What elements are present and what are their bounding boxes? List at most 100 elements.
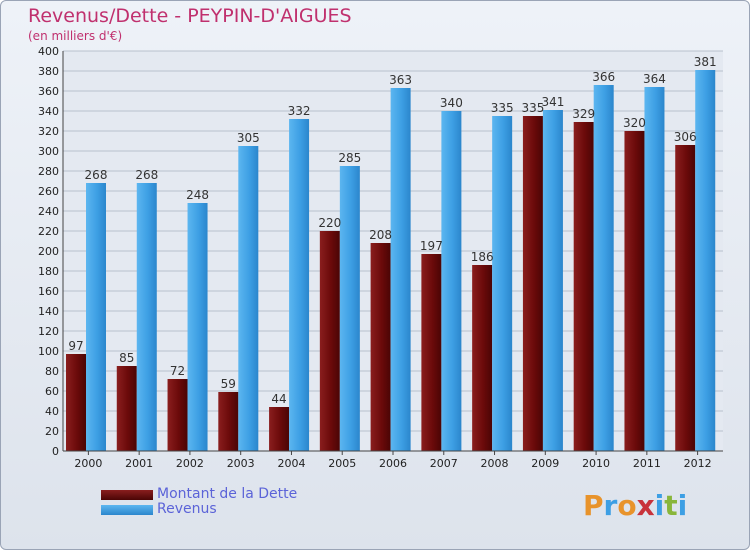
bar-revenue — [644, 87, 665, 451]
data-label-debt: 197 — [420, 239, 443, 253]
data-label-revenue: 248 — [186, 188, 209, 202]
chart-title: Revenus/Dette - PEYPIN-D'AIGUES — [28, 5, 352, 27]
data-label-debt: 97 — [68, 339, 83, 353]
y-tick-label: 60 — [45, 385, 59, 398]
data-label-revenue: 364 — [643, 72, 666, 86]
data-label-revenue: 285 — [338, 151, 361, 165]
bar-debt — [269, 407, 290, 451]
x-tick-label: 2008 — [481, 457, 509, 470]
y-tick-label: 340 — [38, 105, 59, 118]
bar-revenue — [593, 85, 614, 451]
logo-letter: i — [677, 489, 688, 522]
y-tick-label: 0 — [52, 445, 59, 458]
bar-debt — [167, 379, 188, 451]
logo-letter: r — [603, 489, 618, 522]
bar-revenue — [441, 111, 462, 451]
x-tick-label: 2000 — [74, 457, 102, 470]
bar-debt — [370, 243, 391, 451]
bar-revenue — [86, 183, 106, 451]
data-label-debt: 320 — [623, 116, 646, 130]
bar-debt — [421, 254, 442, 451]
data-label-revenue: 335 — [491, 101, 514, 115]
data-label-debt: 220 — [318, 216, 341, 230]
bar-debt — [675, 145, 696, 451]
data-label-revenue: 341 — [541, 95, 564, 109]
y-tick-label: 400 — [38, 45, 59, 58]
data-label-revenue: 363 — [389, 73, 412, 87]
y-tick-label: 240 — [38, 205, 59, 218]
y-tick-label: 120 — [38, 325, 59, 338]
y-tick-label: 160 — [38, 285, 59, 298]
data-label-debt: 335 — [521, 101, 544, 115]
chart-subtitle: (en milliers d'€) — [28, 29, 123, 43]
legend-label-debt: Montant de la Dette — [157, 486, 298, 502]
y-tick-label: 300 — [38, 145, 59, 158]
y-tick-label: 220 — [38, 225, 59, 238]
x-tick-label: 2007 — [430, 457, 458, 470]
x-tick-label: 2010 — [582, 457, 610, 470]
bar-debt — [624, 131, 645, 451]
data-label-revenue: 305 — [237, 131, 260, 145]
y-tick-label: 180 — [38, 265, 59, 278]
data-label-revenue: 366 — [592, 70, 615, 84]
bar-debt — [319, 231, 340, 451]
bar-debt — [66, 354, 86, 451]
data-label-revenue: 268 — [135, 168, 158, 182]
bar-revenue — [289, 119, 310, 451]
logo-letter: P — [583, 489, 604, 522]
bar-revenue — [136, 183, 157, 451]
data-label-debt: 85 — [119, 351, 134, 365]
x-tick-label: 2001 — [125, 457, 153, 470]
data-label-revenue: 268 — [85, 168, 108, 182]
data-label-debt: 186 — [471, 250, 494, 264]
x-tick-label: 2012 — [684, 457, 712, 470]
x-tick-label: 2006 — [379, 457, 407, 470]
y-tick-label: 260 — [38, 185, 59, 198]
bar-revenue — [238, 146, 259, 451]
y-tick-label: 140 — [38, 305, 59, 318]
bar-debt — [116, 366, 137, 451]
logo-letter: x — [636, 489, 655, 522]
y-tick-label: 360 — [38, 85, 59, 98]
legend-swatch-revenue — [101, 505, 153, 515]
y-tick-label: 80 — [45, 365, 59, 378]
data-label-debt: 44 — [271, 392, 286, 406]
data-label-revenue: 332 — [288, 104, 311, 118]
y-tick-label: 320 — [38, 125, 59, 138]
legend-swatch-debt — [101, 490, 153, 500]
x-tick-label: 2009 — [531, 457, 559, 470]
logo-letter: t — [664, 489, 678, 522]
data-label-debt: 208 — [369, 228, 392, 242]
bar-revenue — [187, 203, 208, 451]
bar-debt — [522, 116, 543, 451]
data-label-debt: 306 — [674, 130, 697, 144]
bar-revenue — [492, 116, 513, 451]
data-label-debt: 72 — [170, 364, 185, 378]
data-label-revenue: 340 — [440, 96, 463, 110]
data-label-revenue: 381 — [694, 55, 717, 69]
y-tick-label: 100 — [38, 345, 59, 358]
logo-letter: o — [617, 489, 637, 522]
bar-revenue — [695, 70, 716, 451]
bar-revenue — [390, 88, 411, 451]
x-tick-label: 2002 — [176, 457, 204, 470]
y-tick-label: 20 — [45, 425, 59, 438]
x-tick-label: 2011 — [633, 457, 661, 470]
bar-debt — [472, 265, 493, 451]
y-tick-label: 280 — [38, 165, 59, 178]
x-tick-label: 2003 — [227, 457, 255, 470]
data-label-debt: 329 — [572, 107, 595, 121]
logo-letter: i — [654, 489, 665, 522]
x-tick-label: 2004 — [277, 457, 305, 470]
bar-revenue — [542, 110, 563, 451]
y-tick-label: 380 — [38, 65, 59, 78]
data-label-debt: 59 — [221, 377, 236, 391]
proxiti-logo: Proxiti — [583, 489, 687, 522]
bar-revenue — [339, 166, 360, 451]
y-tick-label: 200 — [38, 245, 59, 258]
bar-debt — [218, 392, 239, 451]
x-tick-label: 2005 — [328, 457, 356, 470]
legend-label-revenue: Revenus — [157, 501, 217, 517]
